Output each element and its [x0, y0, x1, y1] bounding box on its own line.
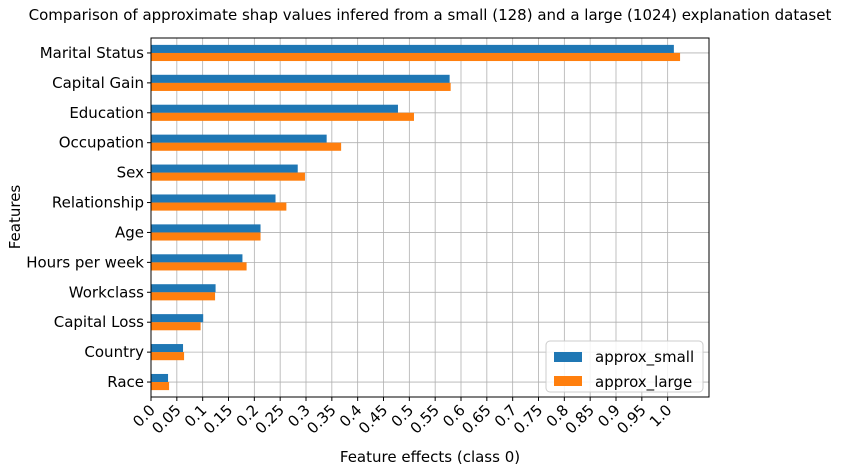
bar-approx-small — [151, 104, 398, 113]
bar-approx-small — [151, 74, 450, 83]
legend-label-approx-small: approx_small — [595, 348, 694, 367]
bar-approx-large — [151, 292, 216, 301]
y-tick-label: Sex — [117, 164, 144, 182]
y-tick-label: Race — [107, 373, 144, 391]
bar-approx-large — [151, 112, 414, 121]
y-tick-label: Country — [84, 343, 144, 361]
x-tick-label: 0.05 — [148, 401, 184, 437]
bar-approx-large — [151, 82, 451, 91]
legend-swatch-approx-small — [554, 352, 582, 362]
legend-swatch-approx-large — [554, 376, 582, 386]
chart-title: Comparison of approximate shap values in… — [29, 6, 832, 24]
x-tick-label: 0.95 — [613, 401, 649, 437]
x-tick-labels: 0.00.050.10.150.20.250.30.350.40.450.50.… — [129, 397, 675, 437]
bar-approx-large — [151, 202, 287, 211]
y-tick-label: Capital Loss — [54, 313, 144, 331]
bar-approx-small — [151, 254, 243, 263]
y-tick-label: Capital Gain — [52, 74, 144, 92]
y-axis-label: Features — [6, 185, 24, 250]
bar-approx-small — [151, 344, 184, 353]
bar-approx-small — [151, 373, 169, 383]
legend-label-approx-large: approx_large — [595, 373, 692, 392]
bar-approx-small — [151, 314, 204, 323]
bar-approx-large — [151, 262, 247, 271]
y-tick-labels: Marital Status Capital Gain Education Occup… — [26, 44, 151, 391]
grid-lines — [150, 38, 709, 397]
bar-approx-small — [151, 284, 216, 293]
bars — [151, 44, 681, 391]
x-tick-label: 0.25 — [252, 401, 288, 437]
y-tick-label: Occupation — [59, 134, 144, 152]
y-tick-label: Hours per week — [26, 253, 144, 271]
y-tick-label: Relationship — [52, 194, 144, 212]
bar-approx-large — [151, 52, 681, 62]
x-tick-label: 0.75 — [510, 401, 546, 437]
y-tick-label: Education — [69, 104, 144, 122]
bar-approx-large — [151, 352, 185, 361]
bar-approx-small — [151, 134, 327, 143]
bar-approx-small — [151, 224, 261, 233]
y-tick-label: Age — [115, 223, 144, 241]
bar-approx-small — [151, 164, 298, 173]
bar-approx-large — [151, 172, 305, 181]
x-tick-label: 0.85 — [562, 401, 598, 437]
x-tick-label: 0.15 — [200, 401, 236, 437]
x-tick-label: 0.55 — [407, 401, 443, 437]
x-axis-label: Feature effects (class 0) — [340, 448, 520, 466]
y-tick-label: Workclass — [69, 283, 144, 301]
legend: approx_small approx_large — [545, 340, 704, 393]
bar-approx-large — [151, 142, 342, 151]
bar-approx-small — [151, 194, 276, 203]
x-tick-label: 0.45 — [355, 401, 391, 437]
x-tick-label: 0.65 — [458, 401, 494, 437]
y-tick-label: Marital Status — [40, 44, 144, 62]
bar-approx-large — [151, 322, 201, 331]
bar-approx-large — [151, 382, 170, 391]
legend-box — [545, 340, 704, 393]
x-tick-label: 1.0 — [646, 401, 676, 431]
bar-approx-large — [151, 232, 261, 241]
plot-frame — [150, 37, 710, 398]
x-tick-label: 0.35 — [303, 401, 339, 437]
bar-approx-small — [151, 44, 674, 53]
